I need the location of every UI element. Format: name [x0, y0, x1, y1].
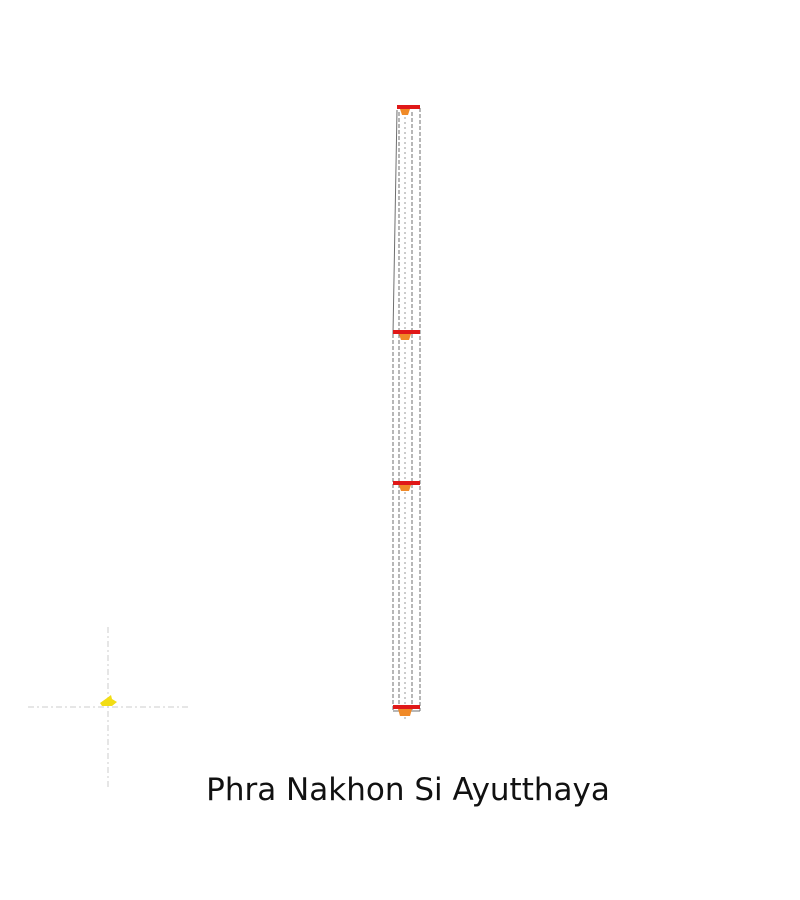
- level-4-marker: [398, 709, 412, 716]
- level-1-bar: [397, 105, 420, 109]
- level-4-bar: [393, 705, 420, 709]
- level-1: [397, 105, 420, 115]
- level-3-bar: [393, 481, 420, 485]
- level-3-marker: [399, 485, 411, 491]
- level-2-bar: [393, 330, 420, 334]
- taper-left-edge: [392, 109, 398, 335]
- level-2-marker: [399, 334, 411, 340]
- level-3: [393, 481, 420, 491]
- place-title: Phra Nakhon Si Ayutthaya: [206, 772, 610, 808]
- column-outlines: [392, 108, 421, 720]
- level-4: [393, 705, 420, 716]
- level-1-marker: [400, 109, 410, 115]
- locator-marker-icon: [100, 695, 117, 706]
- locator-crosshair: [28, 627, 188, 787]
- level-2: [393, 330, 420, 340]
